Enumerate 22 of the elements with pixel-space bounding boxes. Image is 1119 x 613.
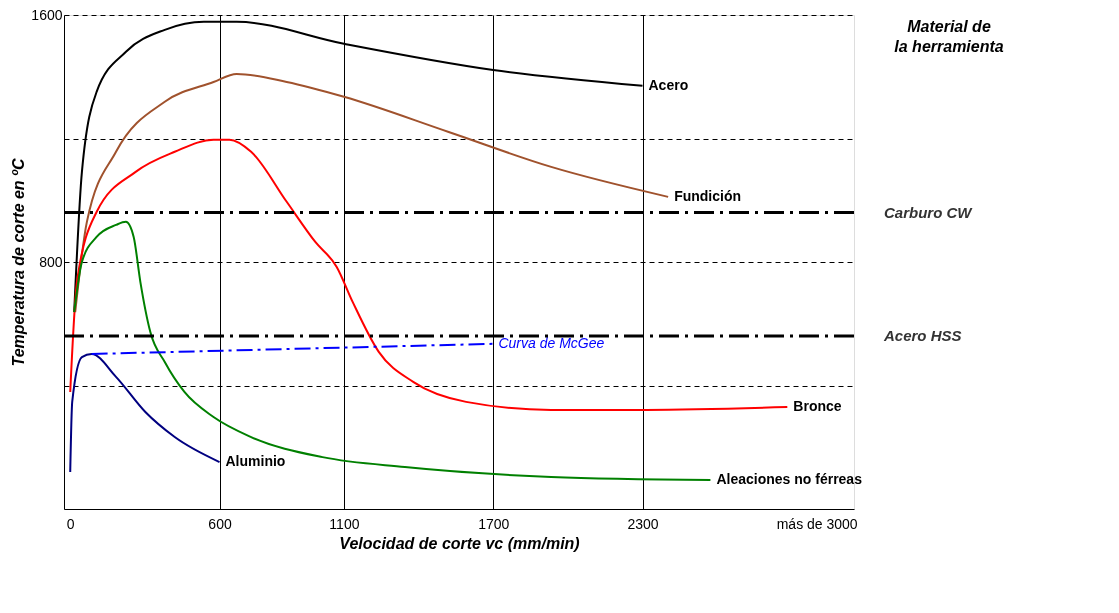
line-series (73, 220, 712, 481)
y-tick-label: 1600 (31, 6, 63, 23)
y-tick-label: 800 (39, 253, 63, 270)
x-tick-label: 1700 (478, 515, 510, 532)
text: Material de la herramienta (894, 18, 1004, 55)
x-axis-title: Velocidad de corte vc (mm/min) (339, 534, 580, 552)
x-tick-label: 2300 (627, 515, 659, 532)
series-label: Bronce (793, 398, 842, 415)
series-label: Curva de McGee (498, 334, 605, 351)
line-series (69, 353, 221, 473)
ref-line-label: Acero HSS (883, 327, 962, 345)
series-label: Acero (648, 76, 689, 93)
x-tick-label: 600 (208, 515, 232, 532)
x-tick-label: 1100 (329, 515, 360, 532)
series-label: Aluminio (225, 453, 286, 470)
x-tick-label: 0 (66, 515, 75, 532)
line-series (69, 138, 789, 411)
series-label: Aleaciones no férreas (716, 470, 863, 487)
y-axis-title: Temperatura de corte en ºC (10, 158, 28, 367)
ref-line-label: Carburo CW (884, 203, 974, 221)
series-label: Fundición (674, 187, 742, 204)
x-tick-label: más de 3000 (776, 515, 858, 532)
